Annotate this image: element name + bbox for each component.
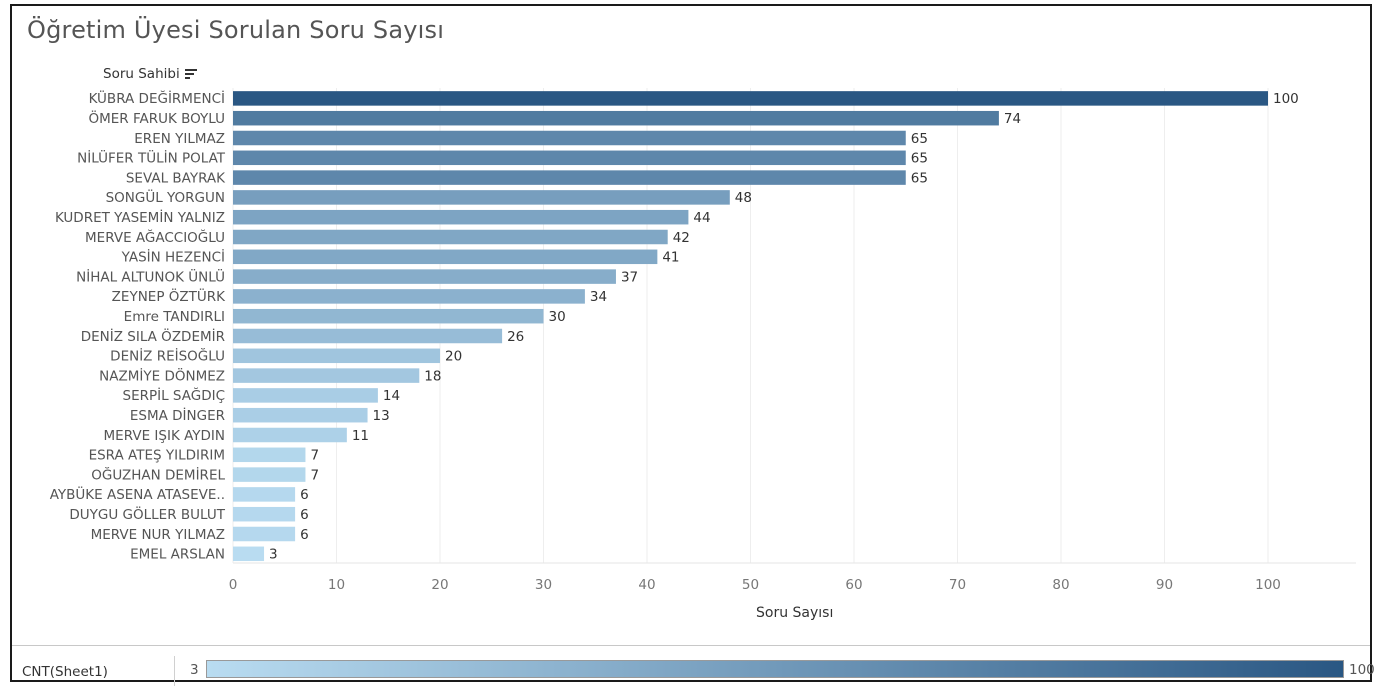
data-label: 14	[383, 388, 400, 404]
category-label: SEVAL BAYRAK	[126, 170, 226, 186]
bar[interactable]	[233, 110, 999, 126]
data-label: 13	[373, 408, 390, 424]
data-label: 65	[911, 131, 928, 147]
row-header: Soru Sahibi	[103, 66, 197, 82]
data-label: 37	[621, 269, 638, 285]
category-label: ÖMER FARUK BOYLU	[88, 109, 225, 127]
data-label: 41	[662, 250, 679, 266]
data-label: 30	[549, 309, 566, 325]
category-label: SERPİL SAĞDIÇ	[123, 386, 226, 404]
category-label: OĞUZHAN DEMİREL	[91, 465, 225, 483]
bar[interactable]	[233, 150, 906, 166]
data-label: 44	[693, 210, 710, 226]
category-label: NİLÜFER TÜLİN POLAT	[77, 149, 226, 167]
bar[interactable]	[233, 487, 296, 502]
category-label: DENİZ SILA ÖZDEMİR	[81, 327, 225, 345]
category-label: NAZMİYE DÖNMEZ	[99, 366, 225, 384]
data-label: 74	[1004, 111, 1021, 127]
category-label: MERVE IŞIK AYDIN	[104, 428, 225, 444]
row-header-label: Soru Sahibi	[103, 66, 180, 82]
legend-color-ramp	[206, 660, 1344, 678]
data-label: 6	[300, 527, 309, 543]
bar[interactable]	[233, 407, 368, 423]
data-label: 34	[590, 289, 607, 305]
bar[interactable]	[233, 289, 585, 304]
bar[interactable]	[233, 427, 347, 443]
legend-min-value: 3	[190, 662, 199, 678]
data-label: 7	[310, 467, 319, 483]
x-tick-label: 0	[229, 577, 238, 593]
data-label: 65	[911, 151, 928, 167]
bar[interactable]	[233, 229, 668, 245]
x-tick-label: 100	[1255, 577, 1281, 593]
category-label: DUYGU GÖLLER BULUT	[69, 505, 225, 523]
bar[interactable]	[233, 170, 906, 185]
data-label: 3	[269, 547, 278, 563]
data-label: 18	[424, 368, 441, 384]
category-label: ESRA ATEŞ YILDIRIM	[89, 448, 225, 464]
data-label: 11	[352, 428, 369, 444]
bar[interactable]	[233, 269, 616, 284]
data-label: 100	[1273, 91, 1299, 107]
data-label: 26	[507, 329, 524, 345]
category-label: MERVE NUR YILMAZ	[91, 527, 225, 543]
x-tick-label: 20	[431, 577, 448, 593]
x-tick-label: 60	[845, 577, 862, 593]
color-legend: CNT(Sheet1) 3 100	[12, 645, 1375, 686]
data-label: 6	[300, 487, 309, 503]
x-tick-label: 30	[535, 577, 552, 593]
category-label: EREN YILMAZ	[134, 131, 225, 147]
category-label: KUDRET YASEMİN YALNIZ	[55, 208, 225, 226]
category-label: YASİN HEZENCİ	[121, 248, 225, 266]
chart-title: Öğretim Üyesi Sorulan Soru Sayısı	[27, 16, 445, 44]
category-label: SONGÜL YORGUN	[106, 188, 225, 206]
category-label: DENİZ REİSOĞLU	[110, 347, 225, 365]
legend-max-value: 100	[1349, 662, 1375, 678]
category-label: Emre TANDIRLI	[124, 309, 225, 325]
bar[interactable]	[233, 546, 265, 562]
category-label: ZEYNEP ÖZTÜRK	[112, 287, 226, 305]
bar[interactable]	[233, 91, 1268, 106]
data-label: 48	[735, 190, 752, 206]
bar[interactable]	[233, 368, 420, 383]
data-label: 6	[300, 507, 309, 523]
category-label: AYBÜKE ASENA ATASEVE..	[50, 485, 225, 503]
data-label: 42	[673, 230, 690, 246]
bar[interactable]	[233, 506, 296, 522]
data-label: 7	[310, 448, 319, 464]
x-tick-label: 40	[638, 577, 655, 593]
bar[interactable]	[233, 308, 544, 324]
bar[interactable]	[233, 190, 730, 205]
bar[interactable]	[233, 388, 378, 403]
legend-label: CNT(Sheet1)	[22, 664, 108, 680]
bar[interactable]	[233, 249, 658, 265]
x-axis-title: Soru Sayısı	[756, 605, 834, 621]
x-tick-label: 90	[1156, 577, 1173, 593]
category-label: EMEL ARSLAN	[130, 547, 225, 563]
bar-chart: 0 10 20 30 40 50 60 70 80 90 100 KÜBRA DEĞİRMENCİ 10…	[50, 88, 1356, 593]
bar[interactable]	[233, 209, 689, 225]
category-label: NİHAL ALTUNOK ÜNLÜ	[76, 267, 225, 285]
bar[interactable]	[233, 130, 906, 146]
bar[interactable]	[233, 467, 306, 482]
category-label: MERVE AĞACCIOĞLU	[85, 228, 225, 246]
bar[interactable]	[233, 447, 306, 463]
x-tick-label: 80	[1052, 577, 1069, 593]
x-tick-label: 50	[742, 577, 759, 593]
x-tick-label: 10	[328, 577, 345, 593]
bar[interactable]	[233, 328, 503, 344]
sort-descending-icon[interactable]	[184, 68, 197, 80]
legend-divider	[174, 656, 175, 686]
bar[interactable]	[233, 348, 440, 364]
category-label: KÜBRA DEĞİRMENCİ	[89, 89, 225, 107]
data-label: 65	[911, 170, 928, 186]
bar[interactable]	[233, 526, 296, 542]
x-tick-label: 70	[949, 577, 966, 593]
data-label: 20	[445, 349, 462, 365]
category-label: ESMA DİNGER	[130, 406, 225, 424]
